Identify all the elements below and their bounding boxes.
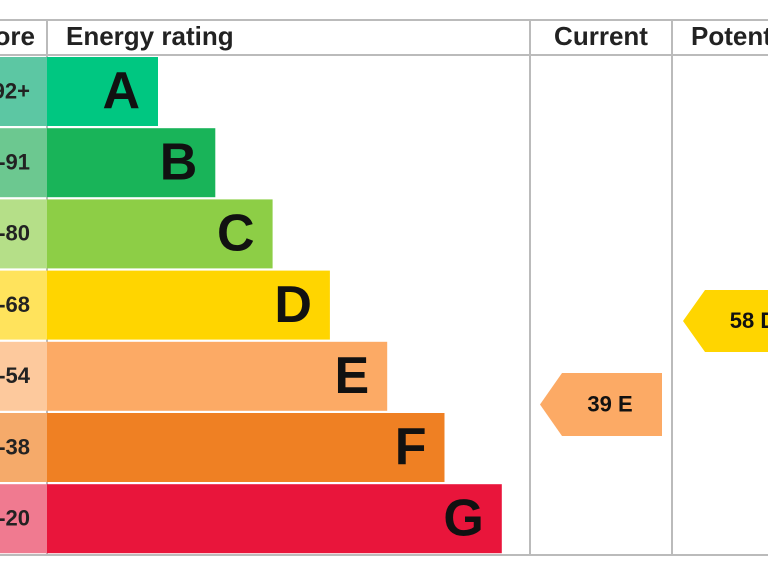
potential-header: Potential (691, 21, 768, 51)
rating-letter: C (217, 205, 255, 263)
score-range: 21-38 (0, 434, 30, 459)
rating-letter: B (160, 133, 198, 191)
score-header: Score (0, 21, 35, 51)
score-cell (0, 413, 47, 482)
score-range: 39-54 (0, 363, 31, 388)
rating-letter: E (335, 347, 370, 405)
score-cell (0, 57, 47, 126)
score-range: 55-68 (0, 292, 30, 317)
score-range: 92+ (0, 78, 30, 103)
score-range: 81-91 (0, 150, 30, 175)
rating-bar (47, 199, 273, 269)
score-cell (0, 199, 47, 269)
current-arrow (540, 373, 662, 436)
rating-bar (47, 484, 502, 554)
score-cell (0, 484, 47, 554)
current-header: Current (554, 21, 648, 51)
rating-letter: G (443, 489, 483, 547)
rating-bar (47, 128, 216, 198)
rating-letter: F (395, 418, 427, 476)
score-cell (0, 341, 47, 411)
score-range: 1-20 (0, 506, 30, 531)
rating-bar (47, 341, 388, 411)
potential-arrow (683, 290, 768, 352)
rating-bar (47, 270, 330, 340)
potential-label: 58 D (730, 308, 768, 333)
rating-letter: A (102, 62, 140, 120)
rating-header: Energy rating (66, 21, 234, 51)
score-cell (0, 270, 47, 340)
current-label: 39 E (587, 391, 632, 416)
score-cell (0, 128, 47, 198)
rating-bar (47, 413, 445, 482)
score-range: 69-80 (0, 221, 30, 246)
rating-letter: D (274, 276, 312, 334)
rating-bar (47, 57, 158, 126)
